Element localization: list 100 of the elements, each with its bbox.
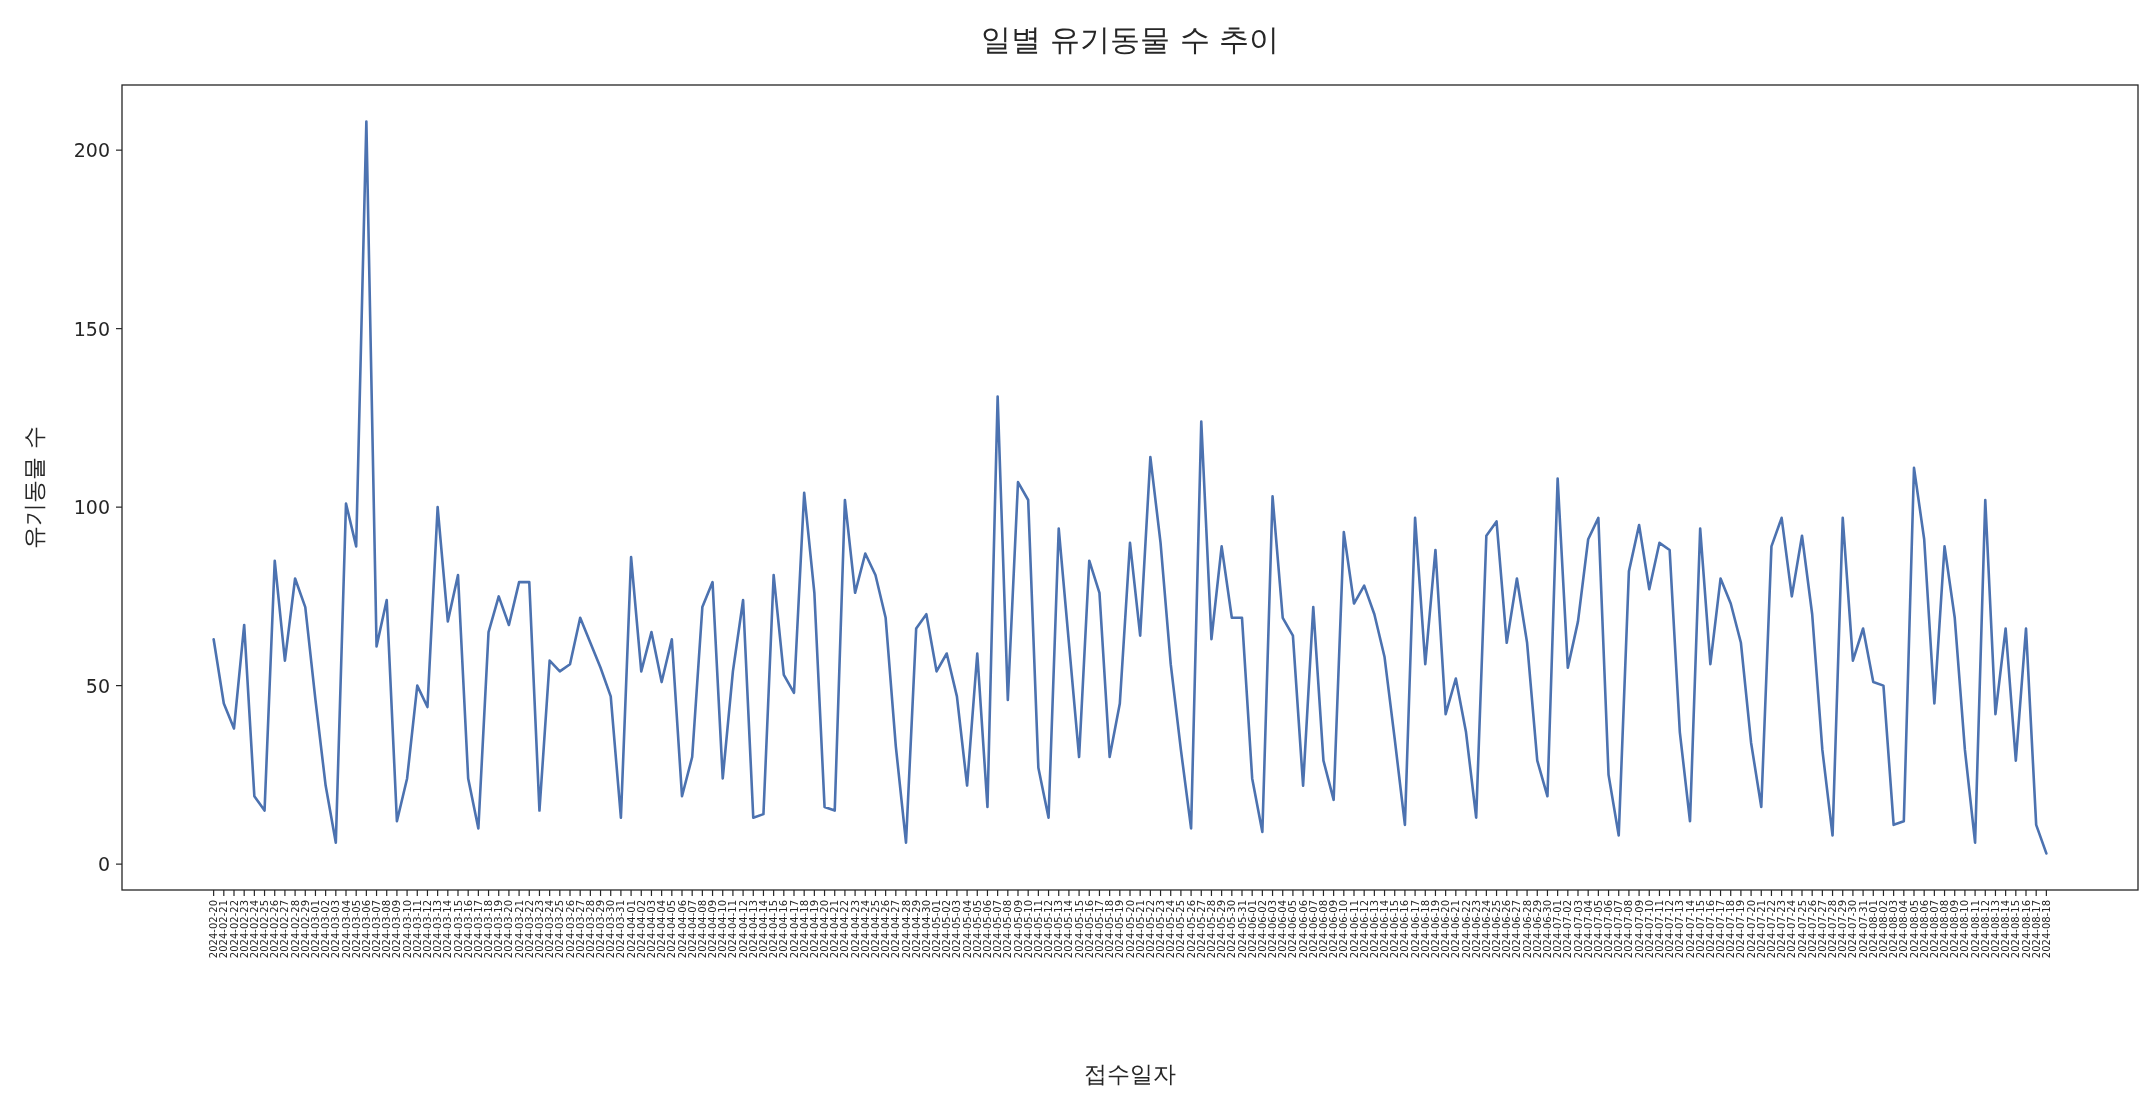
- x-tick-label: 2024-03-01: [309, 900, 321, 959]
- x-tick-label: 2024-07-19: [1735, 900, 1747, 959]
- x-tick-label: 2024-05-24: [1165, 900, 1177, 959]
- x-tick-label: 2024-04-19: [808, 900, 820, 959]
- x-tick-label: 2024-07-09: [1633, 900, 1645, 959]
- x-tick-label: 2024-04-18: [798, 900, 810, 959]
- x-tick-label: 2024-05-01: [931, 900, 943, 959]
- x-tick-label: 2024-03-21: [513, 900, 525, 959]
- x-tick-label: 2024-08-13: [1989, 900, 2001, 959]
- x-tick-label: 2024-06-07: [1307, 900, 1319, 959]
- x-tick-label: 2024-07-23: [1776, 900, 1788, 959]
- x-tick-label: 2024-03-06: [360, 900, 372, 959]
- x-tick-label: 2024-06-24: [1480, 900, 1492, 959]
- x-tick-label: 2024-02-28: [289, 900, 301, 959]
- x-tick-label: 2024-06-21: [1450, 900, 1462, 959]
- x-tick-label: 2024-03-17: [472, 900, 484, 959]
- x-tick-label: 2024-07-05: [1592, 900, 1604, 959]
- x-tick-label: 2024-07-18: [1725, 900, 1737, 959]
- x-tick-label: 2024-07-17: [1715, 900, 1727, 959]
- x-tick-label: 2024-03-27: [574, 900, 586, 959]
- x-tick-label: 2024-04-14: [757, 900, 769, 959]
- x-axis-title: 접수일자: [1084, 1061, 1176, 1087]
- x-tick-label: 2024-05-26: [1185, 900, 1197, 959]
- x-tick-label: 2024-07-25: [1796, 900, 1808, 959]
- x-tick-label: 2024-06-19: [1429, 900, 1441, 959]
- x-tick-label: 2024-03-20: [503, 900, 515, 959]
- x-tick-label: 2024-07-26: [1806, 900, 1818, 959]
- x-tick-label: 2024-05-15: [1073, 900, 1085, 959]
- x-tick-label: 2024-07-10: [1643, 900, 1655, 959]
- x-tick-label: 2024-02-23: [238, 900, 250, 959]
- x-tick-label: 2024-06-18: [1419, 900, 1431, 959]
- x-tick-label: 2024-06-16: [1399, 900, 1411, 959]
- x-tick-label: 2024-04-10: [717, 900, 729, 959]
- x-tick-label: 2024-05-03: [951, 900, 963, 959]
- x-tick-label: 2024-02-25: [259, 900, 271, 959]
- x-tick-label: 2024-05-23: [1155, 900, 1167, 959]
- x-tick-label: 2024-05-07: [992, 900, 1004, 959]
- x-tick-label: 2024-05-30: [1226, 900, 1238, 959]
- x-tick-label: 2024-08-07: [1928, 900, 1940, 959]
- x-tick-label: 2024-05-06: [981, 900, 993, 959]
- x-tick-label: 2024-05-14: [1063, 900, 1075, 959]
- x-tick-label: 2024-07-06: [1603, 900, 1615, 959]
- x-tick-label: 2024-06-01: [1246, 900, 1258, 959]
- x-tick-label: 2024-05-19: [1114, 900, 1126, 959]
- x-tick-label: 2024-05-29: [1216, 900, 1228, 959]
- x-tick-label: 2024-07-30: [1847, 900, 1859, 959]
- x-tick-label: 2024-07-12: [1664, 900, 1676, 959]
- x-tick-label: 2024-04-24: [859, 900, 871, 959]
- x-tick-label: 2024-08-18: [2040, 900, 2052, 959]
- x-tick-label: 2024-05-16: [1083, 900, 1095, 959]
- x-tick-label: 2024-03-16: [462, 900, 474, 959]
- x-tick-label: 2024-04-07: [686, 900, 698, 959]
- x-tick-label: 2024-03-22: [523, 900, 535, 959]
- x-tick-label: 2024-08-04: [1898, 900, 1910, 959]
- x-tick-label: 2024-08-03: [1888, 900, 1900, 959]
- x-tick-label: 2024-02-22: [228, 900, 240, 959]
- x-tick-label: 2024-04-02: [635, 900, 647, 959]
- x-tick-label: 2024-04-29: [910, 900, 922, 959]
- y-tick-label: 50: [85, 674, 110, 697]
- x-tick-label: 2024-06-02: [1256, 900, 1268, 959]
- x-tick-label: 2024-07-28: [1827, 900, 1839, 959]
- x-tick-label: 2024-05-27: [1195, 900, 1207, 959]
- x-tick-label: 2024-03-29: [595, 900, 607, 959]
- x-tick-label: 2024-03-19: [493, 900, 505, 959]
- x-tick-label: 2024-06-11: [1348, 900, 1360, 959]
- x-tick-label: 2024-03-26: [564, 900, 576, 959]
- x-tick-label: 2024-03-12: [421, 900, 433, 959]
- x-tick-label: 2024-05-18: [1104, 900, 1116, 959]
- x-tick-label: 2024-06-05: [1287, 900, 1299, 959]
- x-tick-label: 2024-02-26: [269, 900, 281, 959]
- x-tick-label: 2024-07-22: [1765, 900, 1777, 959]
- x-tick-label: 2024-06-12: [1358, 900, 1370, 959]
- x-tick-label: 2024-08-02: [1877, 900, 1889, 959]
- x-tick-label: 2024-04-09: [707, 900, 719, 959]
- x-tick-label: 2024-06-23: [1470, 900, 1482, 959]
- x-tick-label: 2024-08-12: [1979, 900, 1991, 959]
- x-tick-label: 2024-06-28: [1521, 900, 1533, 959]
- x-tick-label: 2024-06-20: [1440, 900, 1452, 959]
- x-tick-label: 2024-07-29: [1837, 900, 1849, 959]
- x-tick-label: 2024-04-22: [839, 900, 851, 959]
- x-tick-label: 2024-03-25: [554, 900, 566, 959]
- x-tick-label: 2024-05-11: [1032, 900, 1044, 959]
- x-tick-label: 2024-04-20: [819, 900, 831, 959]
- x-tick-label: 2024-03-09: [391, 900, 403, 959]
- x-tick-label: 2024-07-13: [1674, 900, 1686, 959]
- x-tick-label: 2024-06-15: [1389, 900, 1401, 959]
- x-tick-label: 2024-05-08: [1002, 900, 1014, 959]
- x-tick-label: 2024-04-17: [788, 900, 800, 959]
- x-tick-label: 2024-04-25: [869, 900, 881, 959]
- y-tick-label: 200: [73, 139, 110, 162]
- x-tick-label: 2024-03-07: [371, 900, 383, 959]
- x-tick-label: 2024-04-01: [625, 900, 637, 959]
- x-tick-label: 2024-02-27: [279, 900, 291, 959]
- x-tick-label: 2024-04-12: [737, 900, 749, 959]
- x-tick-label: 2024-07-01: [1552, 900, 1564, 959]
- x-tick-label: 2024-03-15: [452, 900, 464, 959]
- x-tick-label: 2024-08-15: [2010, 900, 2022, 959]
- x-tick-label: 2024-06-26: [1501, 900, 1513, 959]
- x-tick-label: 2024-07-04: [1582, 900, 1594, 959]
- y-axis-title: 유기동물 수: [21, 426, 47, 549]
